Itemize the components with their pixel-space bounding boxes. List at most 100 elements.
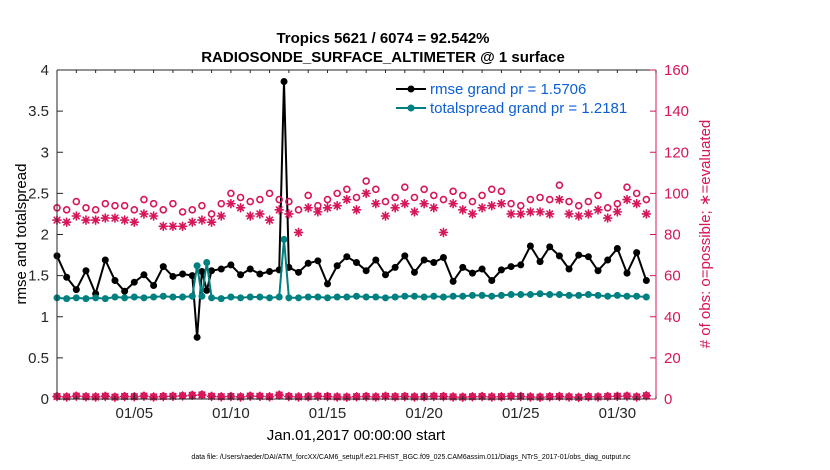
obs-possible-point xyxy=(275,195,284,204)
rmse-point xyxy=(507,263,515,271)
obs-evaluated-point xyxy=(525,207,536,217)
rmse-point xyxy=(478,265,486,273)
obs-possible-point xyxy=(256,195,264,204)
obs-evaluated-point xyxy=(351,205,362,215)
chart-title-line2: RADIOSONDE_SURFACE_ALTIMETER @ 1 surface xyxy=(201,49,565,66)
rmse-point xyxy=(439,254,447,262)
obs-possible-point xyxy=(265,189,274,198)
rmse-point xyxy=(546,243,554,251)
obs-possible-bottom--point xyxy=(111,393,119,401)
totalspread-point xyxy=(72,294,80,302)
totalspread-point xyxy=(517,291,525,299)
totalspread-point xyxy=(92,294,100,302)
obs-possible-point xyxy=(246,197,255,206)
rmse-point xyxy=(246,265,254,273)
rmse-point xyxy=(150,281,158,289)
y-tick-label-left: 0.5 xyxy=(28,350,49,367)
rmse-point xyxy=(613,244,621,252)
obs-evaluated-point xyxy=(477,202,487,213)
totalspread-point xyxy=(295,294,303,302)
totalspread-point xyxy=(246,293,254,301)
legend: rmse grand pr = 1.5706 totalspread grand… xyxy=(396,81,627,117)
obs-possible-point xyxy=(130,206,139,214)
obs-possible-point xyxy=(178,208,187,216)
obs-possible-point xyxy=(536,193,544,202)
totalspread-point xyxy=(82,295,90,303)
obs-possible-point xyxy=(120,201,129,210)
totalspread-point xyxy=(575,291,583,299)
rmse-point xyxy=(604,256,612,264)
obs-evaluated-point xyxy=(255,209,265,219)
rmse-point xyxy=(169,272,177,280)
obs-evaluated-point xyxy=(390,202,400,213)
rmse-point xyxy=(497,266,505,274)
totalspread-point xyxy=(324,294,332,302)
totalspread-point xyxy=(526,291,534,299)
rmse-point xyxy=(362,267,370,275)
obs-possible-bottom--point xyxy=(391,392,399,401)
obs-evaluated-point xyxy=(148,211,159,221)
obs-possible-point xyxy=(410,193,419,202)
y-tick-label-left: 3.5 xyxy=(28,103,49,120)
obs-evaluated-point xyxy=(409,207,420,217)
obs-evaluated-point xyxy=(216,211,227,221)
y-tick-label-right: 140 xyxy=(664,103,689,120)
obs-evaluated-point xyxy=(90,215,101,225)
rmse-point xyxy=(130,278,138,286)
obs-possible-point xyxy=(169,199,177,208)
obs-evaluated-point xyxy=(129,217,140,227)
obs-evaluated-point xyxy=(361,188,371,199)
totalspread-point xyxy=(488,292,496,300)
obs-possible-bottom--point xyxy=(372,392,380,401)
totalspread-point xyxy=(304,293,312,301)
rmse-point xyxy=(391,263,399,271)
rmse-point xyxy=(111,277,119,285)
rmse-point xyxy=(353,258,360,266)
obs-possible-point xyxy=(642,195,651,204)
y-tick-label-left: 4 xyxy=(41,62,49,79)
rmse-point xyxy=(237,271,245,279)
totalspread-point xyxy=(140,294,148,302)
totalspread-point xyxy=(401,292,409,300)
totalspread-point xyxy=(507,291,515,299)
obs-possible-point xyxy=(545,195,554,204)
legend-rmse-label: rmse grand pr = 1.5706 xyxy=(430,81,586,98)
rmse-point xyxy=(324,280,332,288)
totalspread-point xyxy=(362,293,370,301)
legend-totalspread-label: totalspread grand pr = 1.2181 xyxy=(430,100,627,117)
obs-possible-bottom--point xyxy=(149,392,158,401)
obs-evaluated-point xyxy=(612,207,623,217)
totalspread-point xyxy=(623,292,631,300)
obs-possible-bottom--point xyxy=(449,392,457,401)
obs-possible-point xyxy=(236,193,245,202)
plot-area xyxy=(57,70,656,399)
totalspread-point xyxy=(63,295,71,303)
obs-evaluated-point xyxy=(100,213,111,223)
obs-evaluated-point xyxy=(622,194,632,205)
obs-possible-point xyxy=(372,185,380,194)
totalspread-point xyxy=(439,293,447,301)
totalspread-point xyxy=(604,292,612,300)
obs-evaluated-point xyxy=(313,207,323,217)
obs-possible-point xyxy=(381,197,390,206)
obs-evaluated-point xyxy=(284,209,294,219)
obs-evaluated-point xyxy=(515,209,526,219)
totalspread-point xyxy=(266,294,274,302)
totalspread-point xyxy=(237,294,245,302)
x-tick-label: 01/25 xyxy=(502,405,540,422)
x-axis-label: Jan.01,2017 00:00:00 start xyxy=(267,427,446,444)
rmse-point xyxy=(468,269,476,277)
obs-evaluated-point xyxy=(486,200,497,211)
series-group xyxy=(52,78,652,403)
obs-evaluated-point xyxy=(264,215,275,225)
totalspread-point xyxy=(227,293,235,301)
obs-evaluated-point xyxy=(293,227,304,238)
y-tick-label-left: 3 xyxy=(41,144,49,161)
footnote: data file: /Users/raeder/DAI/ATM_forcXX/… xyxy=(191,454,631,461)
rmse-point xyxy=(642,277,650,285)
rmse-point xyxy=(82,267,90,275)
totalspread-point xyxy=(101,295,109,303)
rmse-point xyxy=(63,273,71,281)
y-tick-label-right: 80 xyxy=(664,227,681,244)
